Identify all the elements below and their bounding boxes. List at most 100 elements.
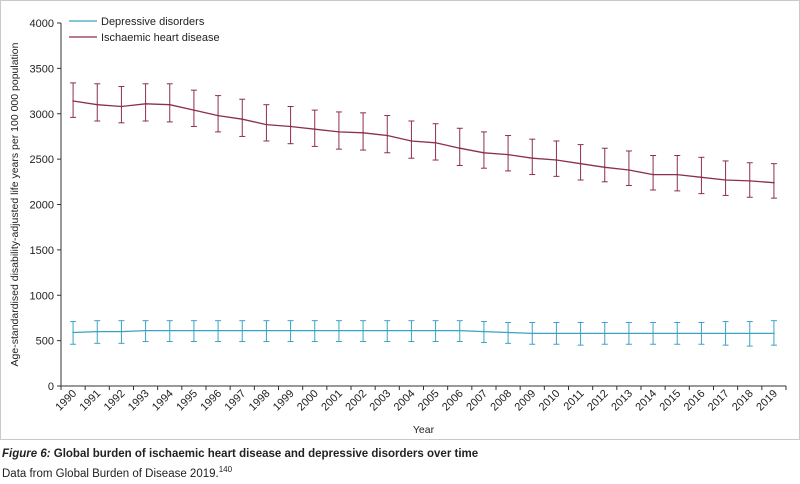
data-point <box>676 173 679 176</box>
x-tick-label: 2016 <box>682 388 708 414</box>
data-point <box>628 332 630 335</box>
data-point <box>386 134 389 137</box>
y-tick-label: 500 <box>36 336 54 348</box>
x-tick-label: 1995 <box>174 388 200 414</box>
x-tick-label: 2011 <box>561 388 586 413</box>
data-point <box>265 329 268 332</box>
legend: Depressive disorders Ischaemic heart dise… <box>69 16 220 44</box>
legend-label: Ischaemic heart disease <box>101 32 220 44</box>
y-axis-ticks: 0 500 1000 1500 2000 2500 3000 3500 4000 <box>30 18 61 393</box>
data-point <box>507 153 509 156</box>
data-point <box>603 332 606 335</box>
data-point <box>168 329 171 332</box>
data-point <box>72 100 74 102</box>
x-tick-label: 2012 <box>585 388 611 414</box>
data-point <box>362 329 364 332</box>
data-point <box>410 140 413 142</box>
data-point <box>555 159 558 161</box>
caption-title: Global burden of ischaemic heart disease… <box>50 448 479 460</box>
data-point <box>72 331 74 334</box>
x-tick-label: 2006 <box>440 388 466 414</box>
data-point <box>386 329 389 332</box>
y-axis-label: Age-standardised disability-adjusted lif… <box>9 42 21 366</box>
x-tick-label: 2017 <box>706 388 732 414</box>
x-tick-label: 1998 <box>247 388 273 414</box>
series-layer <box>70 82 777 347</box>
data-point <box>265 123 268 126</box>
data-point <box>724 179 727 181</box>
x-tick-label: 2008 <box>488 388 514 414</box>
x-tick-label: 2003 <box>368 388 394 414</box>
data-point <box>603 166 606 169</box>
x-tick-label: 1996 <box>198 388 224 414</box>
data-point <box>241 118 244 120</box>
x-tick-label: 1992 <box>102 388 128 414</box>
y-tick-label: 1000 <box>30 290 54 302</box>
y-tick-label: 4000 <box>30 18 54 30</box>
x-tick-label: 2002 <box>343 388 369 414</box>
data-point <box>96 330 99 333</box>
caption-source: Data from Global Burden of Disease 2019. <box>2 467 219 480</box>
data-point <box>120 330 123 333</box>
data-point <box>748 180 751 182</box>
data-point <box>724 332 727 335</box>
y-tick-label: 3000 <box>30 109 54 121</box>
data-point <box>531 157 534 160</box>
x-tick-label: 2015 <box>658 388 684 414</box>
caption-title-line: Figure 6: Global burden of ischaemic hea… <box>2 447 798 462</box>
x-tick-label: 1990 <box>53 388 79 414</box>
data-point <box>193 329 195 332</box>
data-point <box>652 173 654 176</box>
data-point <box>362 132 364 134</box>
data-point <box>700 176 703 179</box>
data-point <box>483 330 485 333</box>
series-line <box>73 329 774 335</box>
figure-caption: Figure 6: Global burden of ischaemic hea… <box>2 447 798 482</box>
data-point <box>748 332 751 335</box>
x-tick-label: 1994 <box>150 388 176 414</box>
x-tick-label: 2000 <box>295 388 321 414</box>
data-point <box>289 329 292 332</box>
x-tick-label: 2004 <box>392 388 418 414</box>
x-tick-label: 1993 <box>126 388 152 414</box>
y-tick-label: 1500 <box>30 245 54 257</box>
series-ischaemic-heart-disease <box>70 82 777 199</box>
data-point <box>676 332 679 335</box>
data-point <box>120 105 123 108</box>
data-point <box>458 329 461 332</box>
data-point <box>773 181 775 184</box>
x-tick-label: 2013 <box>609 388 635 414</box>
data-point <box>531 332 534 335</box>
data-point <box>483 151 485 154</box>
data-point <box>144 102 147 105</box>
x-axis-label: Year <box>413 424 435 436</box>
y-tick-label: 2000 <box>30 200 54 212</box>
data-point <box>628 169 630 171</box>
data-point <box>700 332 703 335</box>
x-tick-label: 2009 <box>513 388 539 414</box>
data-point <box>458 147 461 150</box>
data-point <box>410 329 413 332</box>
data-point <box>313 128 316 130</box>
x-tick-label: 2014 <box>633 388 659 414</box>
data-point <box>338 131 340 133</box>
x-tick-label: 2007 <box>464 388 490 414</box>
x-tick-label: 2019 <box>754 388 780 414</box>
series-depressive-disorders <box>70 320 777 347</box>
y-tick-label: 0 <box>48 381 54 393</box>
data-point <box>338 329 340 332</box>
x-tick-label: 2005 <box>416 388 442 414</box>
data-point <box>313 329 316 332</box>
caption-source-line: Data from Global Burden of Disease 2019.… <box>2 462 798 482</box>
caption-figure-label: Figure 6: <box>2 448 51 460</box>
data-point <box>579 162 582 165</box>
data-point <box>193 109 195 111</box>
caption-source-ref: 140 <box>218 465 233 474</box>
data-point <box>652 332 654 335</box>
data-point <box>579 332 582 335</box>
data-point <box>507 331 509 334</box>
y-tick-label: 3500 <box>30 63 54 75</box>
data-point <box>168 103 171 106</box>
chart-panel: 0 500 1000 1500 2000 2500 3000 3500 4000 1990 199… <box>0 0 800 440</box>
